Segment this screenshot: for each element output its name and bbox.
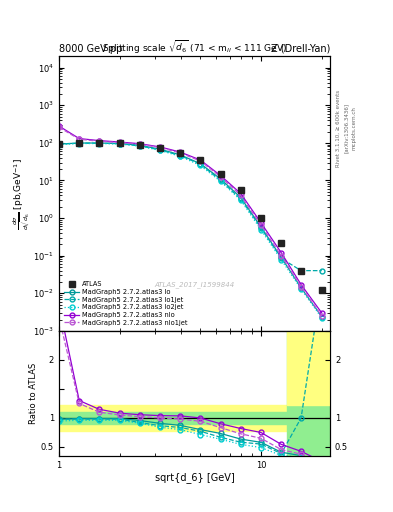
Text: [arXiv:1306.3436]: [arXiv:1306.3436] <box>344 103 349 153</box>
Text: ATLAS_2017_I1599844: ATLAS_2017_I1599844 <box>154 281 235 288</box>
Text: Z (Drell-Yan): Z (Drell-Yan) <box>271 44 330 54</box>
Title: Splitting scale $\sqrt{d_6}$ (71 < m$_{ll}$ < 111 GeV): Splitting scale $\sqrt{d_6}$ (71 < m$_{l… <box>102 39 287 56</box>
Text: Rivet 3.1.10, ≥ 600k events: Rivet 3.1.10, ≥ 600k events <box>336 90 341 166</box>
Text: 8000 GeV pp: 8000 GeV pp <box>59 44 122 54</box>
Bar <box>59 404 330 431</box>
Bar <box>59 412 330 424</box>
X-axis label: sqrt{d_6} [GeV]: sqrt{d_6} [GeV] <box>155 472 234 483</box>
Text: mcplots.cern.ch: mcplots.cern.ch <box>352 106 357 150</box>
Legend: ATLAS, MadGraph5 2.7.2.atlas3 lo, MadGraph5 2.7.2.atlas3 lo1jet, MadGraph5 2.7.2: ATLAS, MadGraph5 2.7.2.atlas3 lo, MadGra… <box>62 279 190 328</box>
Bar <box>287 331 330 456</box>
Y-axis label: Ratio to ATLAS: Ratio to ATLAS <box>29 362 38 424</box>
Y-axis label: $\frac{d\sigma}{d\sqrt{d_6}}$ [pb,GeV$^{-1}$]: $\frac{d\sigma}{d\sqrt{d_6}}$ [pb,GeV$^{… <box>12 158 32 229</box>
Bar <box>287 331 330 404</box>
